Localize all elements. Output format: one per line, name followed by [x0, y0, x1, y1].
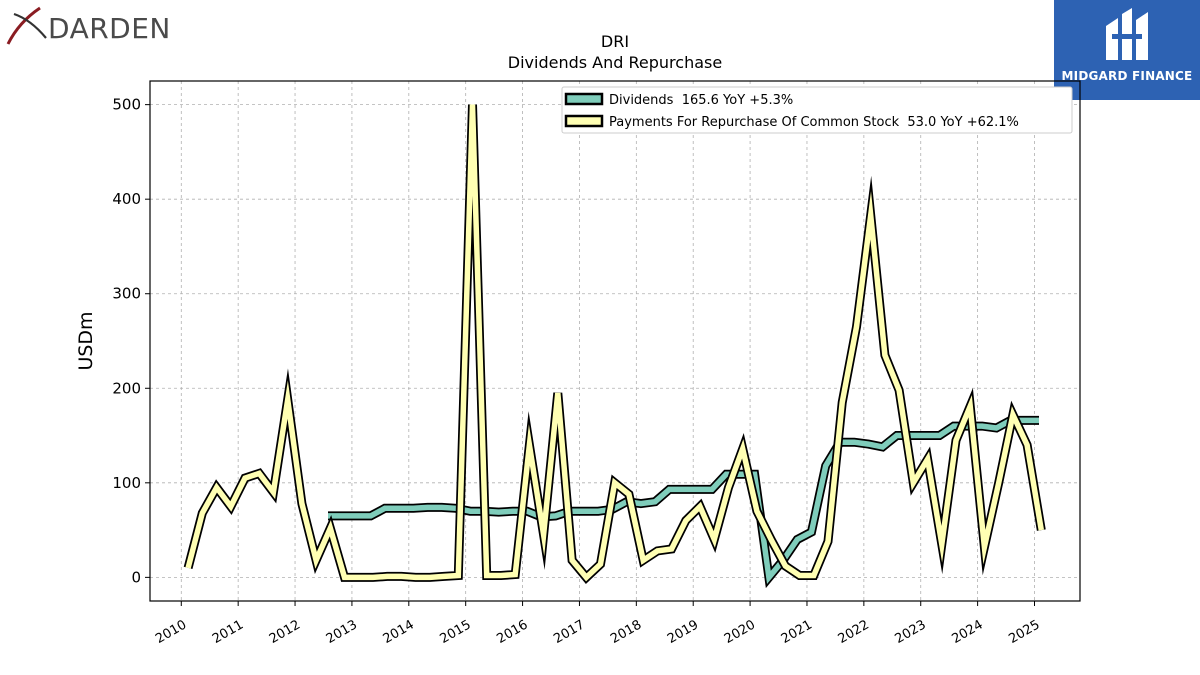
legend-label-dividends: Dividends 165.6 YoY +5.3%	[609, 93, 793, 108]
legend-swatch-dividends	[564, 92, 604, 106]
series-outline-1	[183, 104, 1046, 584]
y-tick-label: 0	[131, 568, 141, 586]
midgard-emblem-icon	[1106, 8, 1148, 60]
chart-subtitle: Dividends And Repurchase	[508, 53, 722, 72]
y-axis-label: USDm	[75, 311, 97, 370]
legend: Dividends 165.6 YoY +5.3% Payments For R…	[561, 86, 1073, 134]
darden-logo: DARDEN	[6, 4, 176, 48]
legend-frame	[561, 86, 1073, 134]
x-tick-label: 2021	[779, 617, 815, 647]
y-tick-label: 400	[112, 190, 141, 208]
y-tick-label: 100	[112, 474, 141, 492]
series-line-0	[328, 417, 1039, 584]
x-tick-label: 2010	[153, 617, 189, 647]
x-tick-label: 2023	[893, 617, 929, 647]
series-line-1	[185, 104, 1045, 582]
darden-swoosh-icon	[6, 6, 47, 45]
x-tick-label: 2013	[324, 617, 360, 647]
legend-swatch-repurchase	[564, 114, 604, 128]
x-tick-label: 2011	[210, 617, 246, 647]
legend-label-repurchase: Payments For Repurchase Of Common Stock …	[609, 115, 1019, 130]
x-tick-label: 2012	[267, 617, 303, 647]
x-tick-label: 2017	[551, 617, 587, 647]
x-tick-label: 2016	[494, 617, 530, 647]
midgard-wordmark: MIDGARD FINANCE	[1061, 69, 1193, 83]
y-tick-label: 200	[112, 379, 141, 397]
x-tick-label: 2025	[1006, 617, 1042, 647]
midgard-finance-logo: MIDGARD FINANCE	[1054, 0, 1200, 100]
x-tick-label: 2024	[949, 617, 985, 647]
y-tick-label: 300	[112, 285, 141, 303]
darden-wordmark: DARDEN	[48, 12, 171, 45]
x-tick-label: 2018	[608, 617, 644, 647]
x-tick-label: 2019	[665, 617, 701, 647]
chart-title: DRI	[601, 32, 629, 51]
x-tick-label: 2014	[381, 617, 417, 647]
y-tick-label: 500	[112, 96, 141, 114]
x-tick-label: 2020	[722, 617, 758, 647]
series-lines	[183, 104, 1046, 589]
x-tick-label: 2015	[438, 617, 474, 647]
x-tick-label: 2022	[836, 617, 872, 647]
plot-frame	[149, 80, 1081, 602]
